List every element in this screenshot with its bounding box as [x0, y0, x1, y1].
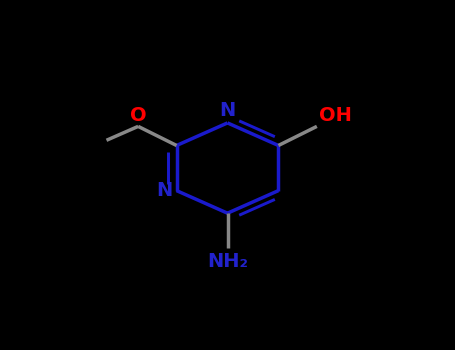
Text: NH₂: NH₂: [207, 252, 248, 271]
Text: OH: OH: [319, 106, 352, 125]
Text: N: N: [219, 101, 236, 120]
Text: N: N: [157, 181, 173, 200]
Text: O: O: [130, 106, 147, 125]
